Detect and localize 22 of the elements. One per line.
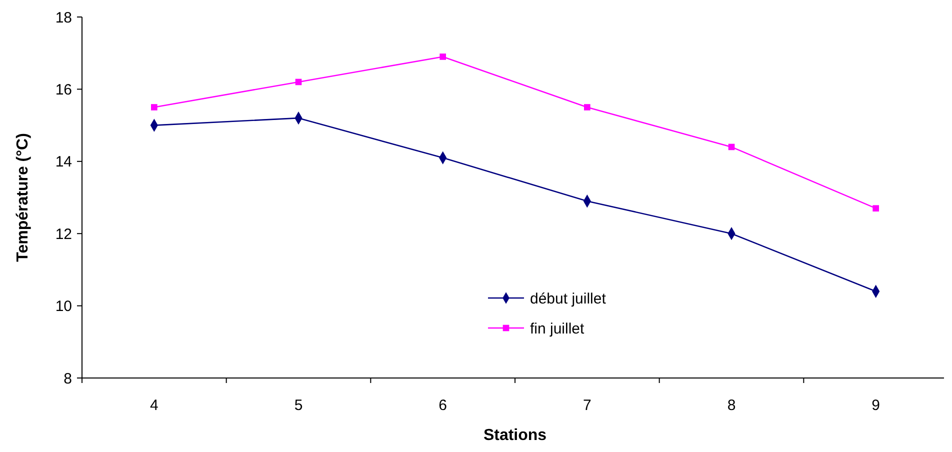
y-tick-label: 12 xyxy=(55,226,72,243)
point xyxy=(584,104,590,110)
x-tick-label: 7 xyxy=(582,397,592,414)
y-tick-label: 14 xyxy=(55,154,72,171)
x-tick-label: 8 xyxy=(727,397,736,414)
y-axis-title: Température (°C) xyxy=(14,133,32,262)
x-axis-title: Stations xyxy=(483,427,547,444)
y-tick-label: 10 xyxy=(55,298,72,316)
point xyxy=(728,144,735,150)
x-tick-label: 5 xyxy=(294,397,303,414)
point xyxy=(440,54,446,60)
x-tick-label: 6 xyxy=(438,397,448,414)
x-tick-label: 4 xyxy=(150,397,158,414)
point xyxy=(295,78,302,86)
legend-label: début juillet xyxy=(530,290,607,308)
point xyxy=(151,104,158,110)
legend-label: fin juillet xyxy=(530,320,586,338)
y-tick-label: 8 xyxy=(64,370,72,388)
y-tick-label: 16 xyxy=(55,81,72,98)
point xyxy=(872,205,879,212)
x-tick-label: 9 xyxy=(872,397,880,414)
y-tick-label: 18 xyxy=(55,9,72,26)
